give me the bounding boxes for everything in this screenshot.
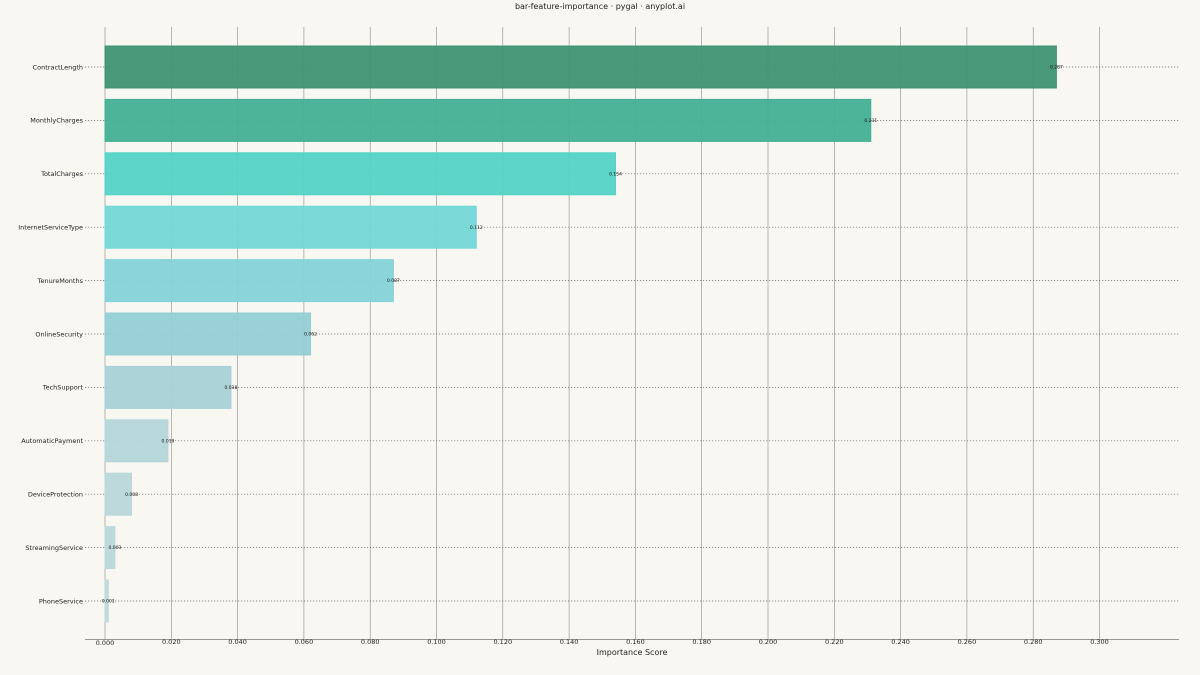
bar-value-label: 0.287: [1050, 65, 1063, 71]
bar-layer: [104, 45, 1057, 623]
y-category-label: StreamingService: [25, 544, 83, 552]
y-category-label: MonthlyCharges: [30, 117, 83, 125]
x-tick-label: 0.000: [96, 639, 115, 647]
y-category-label: OnlineSecurity: [35, 330, 83, 338]
x-tick-label: 0.020: [162, 638, 181, 646]
bar: [104, 45, 1057, 89]
y-category-label: TenureMonths: [37, 277, 84, 285]
bar-value-label: 0.008: [125, 492, 138, 498]
bar: [104, 579, 109, 623]
x-tick-label: 0.160: [626, 638, 645, 646]
bar: [104, 152, 617, 196]
x-tick-label: 0.140: [560, 638, 579, 646]
bar: [104, 98, 872, 142]
bar: [104, 419, 169, 463]
x-tick-label: 0.300: [1090, 638, 1109, 646]
chart-title: bar-feature-importance · pygal · anyplot…: [515, 2, 685, 11]
x-tick-label: 0.280: [1024, 638, 1043, 646]
x-tick-label: 0.180: [692, 638, 711, 646]
bar-value-label: 0.154: [609, 171, 622, 177]
y-category-label: InternetServiceType: [18, 224, 83, 232]
x-tick-label: 0.080: [361, 638, 380, 646]
y-category-label: ContractLength: [33, 63, 83, 71]
bar: [104, 365, 232, 409]
bar-value-label: 0.038: [225, 385, 238, 391]
bar-value-label: 0.003: [108, 545, 121, 551]
bar: [104, 472, 133, 516]
y-category-label: AutomaticPayment: [21, 437, 83, 445]
x-axis-label: Importance Score: [597, 648, 668, 657]
bar: [104, 526, 116, 570]
x-tick-label: 0.220: [825, 638, 844, 646]
x-tick-label: 0.120: [493, 638, 512, 646]
bar-value-label: 0.087: [387, 278, 400, 284]
bar: [104, 259, 394, 303]
x-tick-label: 0.240: [891, 638, 910, 646]
x-tick-label: 0.060: [295, 638, 314, 646]
x-tick-label: 0.200: [759, 638, 778, 646]
bar-value-label: 0.231: [864, 118, 877, 124]
y-category-label: TotalCharges: [40, 170, 84, 178]
y-category-label: TechSupport: [42, 384, 84, 392]
bar-value-label: 0.062: [304, 332, 317, 338]
bar: [104, 205, 477, 249]
x-tick-label: 0.100: [427, 638, 446, 646]
x-tick-label: 0.040: [228, 638, 247, 646]
y-category-label: DeviceProtection: [28, 491, 83, 499]
y-category-label: PhoneService: [39, 597, 83, 605]
label-layer: ContractLength 0.287 MonthlyCharges 0.231 To…: [18, 63, 1063, 605]
bar-value-label: 0.001: [102, 599, 115, 605]
bar-value-label: 0.112: [470, 225, 483, 231]
x-tick-label: 0.260: [958, 638, 977, 646]
x-tick-layer: 0.000 0.020 0.040 0.060 0.080 0.100 0.120 0.140…: [96, 638, 1109, 647]
bar: [104, 312, 312, 356]
bar-value-label: 0.019: [162, 438, 175, 444]
